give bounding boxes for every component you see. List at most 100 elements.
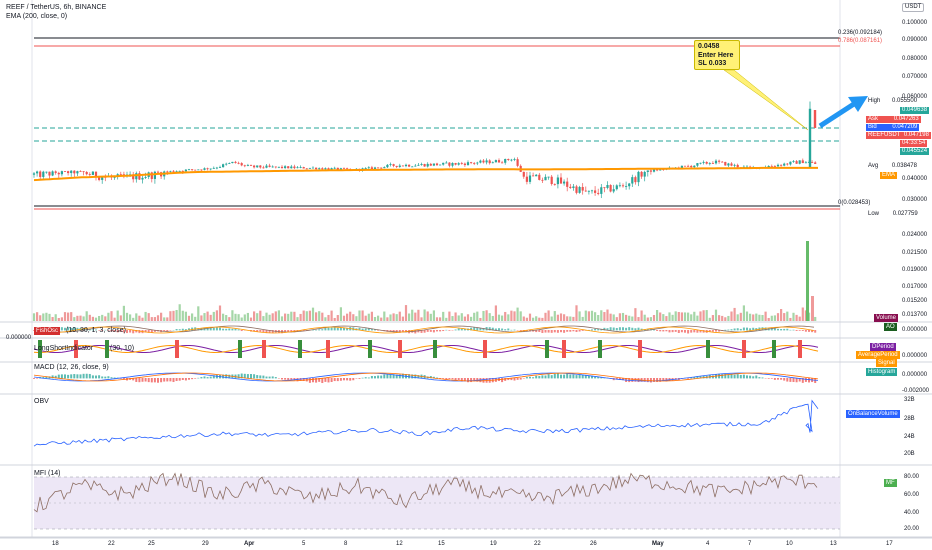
ao-bar xyxy=(501,328,504,331)
candle-body xyxy=(209,168,212,170)
volume-bar xyxy=(761,314,764,321)
ao-bar xyxy=(82,328,85,331)
macd-hist-bar xyxy=(550,375,553,379)
candle-body xyxy=(780,164,783,166)
candle-body xyxy=(497,160,501,163)
volume-bar xyxy=(665,316,668,321)
currency-button[interactable]: USDT xyxy=(902,3,925,12)
candle-body xyxy=(373,167,377,169)
volume-bar xyxy=(749,313,752,321)
ao-bar xyxy=(773,328,776,331)
ao-bar xyxy=(240,330,243,332)
macd-hist-bar xyxy=(699,376,702,379)
macd-hist-bar xyxy=(153,378,156,383)
volume-bar xyxy=(194,316,197,321)
ao-bar xyxy=(525,330,528,332)
volume-bar xyxy=(277,310,280,321)
ao-bar xyxy=(569,330,572,332)
volume-bar xyxy=(45,312,48,321)
volume-bar xyxy=(404,305,408,321)
volume-bar xyxy=(718,315,721,321)
price-tag-green-top: 0.049638 xyxy=(900,107,930,114)
volume-bar xyxy=(656,310,659,321)
candle-body xyxy=(572,186,575,189)
candle-body xyxy=(494,160,497,163)
volume-bar xyxy=(284,313,287,321)
ao-bar xyxy=(463,328,466,331)
macd-hist-bar xyxy=(529,376,531,379)
macd-hist-bar xyxy=(643,378,646,382)
macd-hist-bar xyxy=(85,373,88,379)
candle-body xyxy=(135,173,138,180)
macd-hist-bar xyxy=(439,378,442,379)
macd-hist-bar xyxy=(801,378,804,383)
volume-bar xyxy=(786,311,789,321)
volume-bar xyxy=(547,310,550,321)
macd-hist-bar xyxy=(600,377,603,379)
macd-hist-bar xyxy=(370,376,373,379)
volume-bar xyxy=(442,311,445,321)
macd-hist-bar xyxy=(318,378,321,382)
volume-bar xyxy=(200,315,203,321)
avgperiod-tag: AveragePeriod xyxy=(856,351,900,359)
candle-body xyxy=(479,160,482,163)
volume-bar xyxy=(764,311,767,321)
candle-body xyxy=(634,177,637,183)
macd-hist-bar xyxy=(448,378,451,379)
macd-hist-bar xyxy=(132,378,135,381)
volume-bar xyxy=(110,311,113,321)
volume-bar xyxy=(516,307,519,321)
volume-bar xyxy=(606,309,609,321)
candle-body xyxy=(150,172,153,179)
volume-bar xyxy=(742,305,745,321)
mfi-tick: 60.00 xyxy=(904,492,920,498)
macd-hist-bar xyxy=(246,374,249,379)
volume-tag: Volume xyxy=(874,314,899,322)
macd-hist-bar xyxy=(346,378,349,381)
y-tick: 0.013700 xyxy=(902,312,928,318)
macd-hist-bar xyxy=(718,373,721,379)
signal-bar xyxy=(238,340,242,358)
ao-bar xyxy=(780,329,783,331)
candle-body xyxy=(718,160,721,162)
volume-bar xyxy=(659,312,662,321)
macd-hist-bar xyxy=(798,378,801,382)
candle-body xyxy=(194,169,197,171)
volume-bar xyxy=(671,314,674,321)
ao-bar xyxy=(690,330,693,333)
macd-hist-bar xyxy=(398,374,401,379)
macd-hist-bar xyxy=(175,378,178,382)
macd-hist-bar xyxy=(184,378,187,381)
ao-bar xyxy=(287,330,290,333)
macd-hist-bar xyxy=(380,375,383,379)
macd-hist-bar xyxy=(312,378,314,383)
macd-hist-bar xyxy=(777,378,779,380)
volume-bar xyxy=(147,313,150,321)
volume-bar xyxy=(141,317,144,321)
ao-bar xyxy=(184,329,187,331)
macd-hist-bar xyxy=(436,377,438,379)
volume-bar xyxy=(305,311,308,321)
candle-body xyxy=(144,176,147,178)
trade-note[interactable]: 0.0458 Enter Here SL 0.033 xyxy=(694,40,740,70)
volume-bar xyxy=(693,311,696,321)
ao-bar xyxy=(231,328,234,331)
volume-bar xyxy=(532,317,535,321)
macd-hist-bar xyxy=(411,374,414,379)
volume-bar xyxy=(801,307,804,321)
volume-bar xyxy=(336,315,339,321)
ao-bar xyxy=(494,328,497,331)
volume-bar xyxy=(417,309,420,321)
volume-bar xyxy=(457,315,460,321)
volume-bar xyxy=(488,313,491,321)
volume-bar xyxy=(203,313,206,321)
macd-hist-bar xyxy=(414,374,417,379)
candle-body xyxy=(702,161,705,163)
macd-hist-bar xyxy=(181,378,184,380)
candle-body xyxy=(389,164,392,165)
macd-hist-bar xyxy=(662,378,665,382)
ao-bar xyxy=(324,328,327,331)
volume-bar xyxy=(63,312,67,321)
candle-body xyxy=(342,168,346,170)
